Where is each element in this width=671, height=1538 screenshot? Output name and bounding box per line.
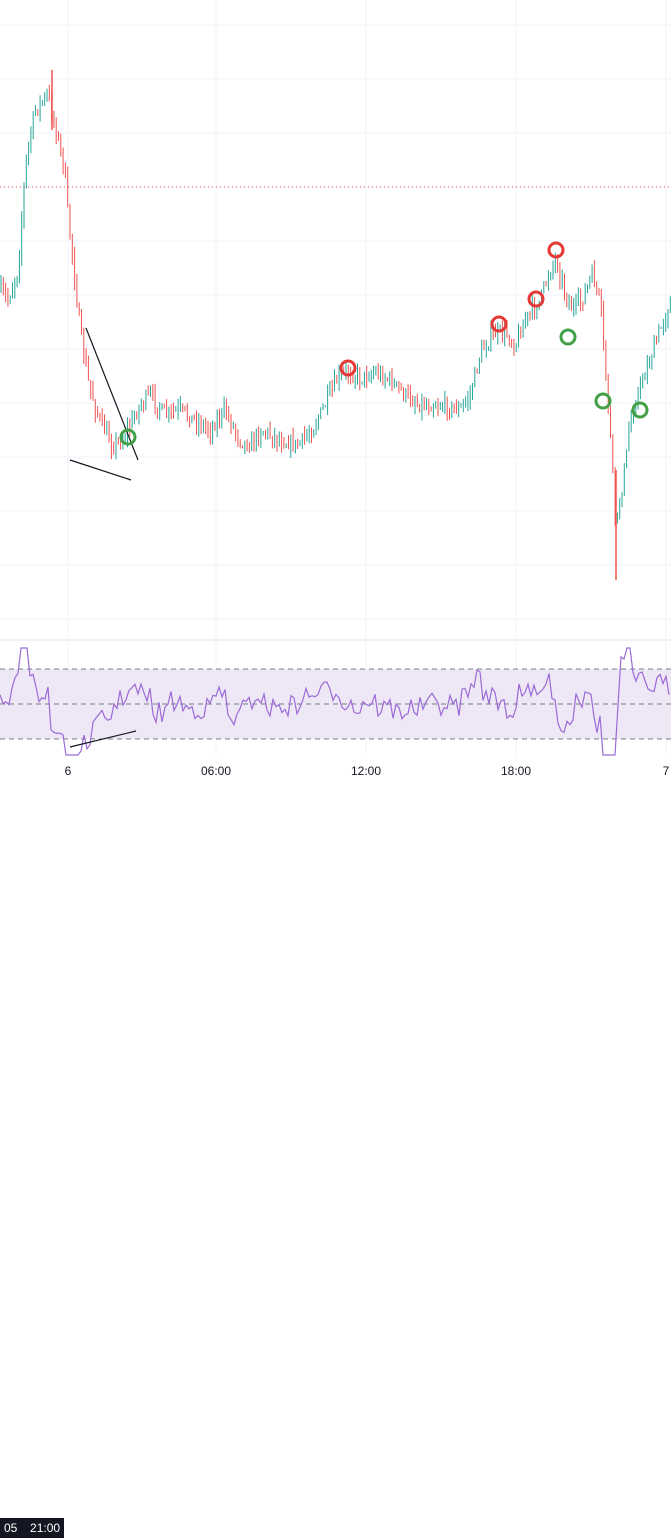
chart-area[interactable] xyxy=(0,0,671,796)
oscillator-panel[interactable] xyxy=(0,647,671,756)
swing-low-marker xyxy=(559,328,577,346)
time-cursor-time: 21:00 xyxy=(30,1521,61,1535)
trendline-descending xyxy=(85,327,139,461)
time-tick-label: 12:00 xyxy=(350,764,382,778)
swing-low-marker xyxy=(119,428,137,446)
trendline-support xyxy=(69,459,132,481)
time-cursor-prefix: 05 xyxy=(4,1521,18,1535)
price-annotations xyxy=(0,186,671,481)
chart-svg xyxy=(0,0,671,756)
price-panel[interactable] xyxy=(0,70,671,580)
time-cursor-label: 05 21:00 xyxy=(0,1518,65,1538)
time-tick-label: 06:00 xyxy=(200,764,232,778)
grid xyxy=(0,0,671,755)
oscillator-trendline-support xyxy=(69,730,137,748)
time-tick-label: 18:00 xyxy=(500,764,532,778)
time-tick-label: 7 xyxy=(662,764,670,778)
swing-high-marker xyxy=(339,359,357,377)
oscillator-line xyxy=(0,647,670,756)
swing-high-marker xyxy=(490,315,508,333)
swing-low-marker xyxy=(631,401,649,419)
time-tick-label: 6 xyxy=(64,764,72,778)
swing-high-marker xyxy=(527,290,545,308)
swing-high-marker xyxy=(547,241,565,259)
swing-low-marker xyxy=(594,392,612,410)
time-axis[interactable]: 05 21:00 6 06:00 12:00 18:00 7 xyxy=(0,756,671,1538)
